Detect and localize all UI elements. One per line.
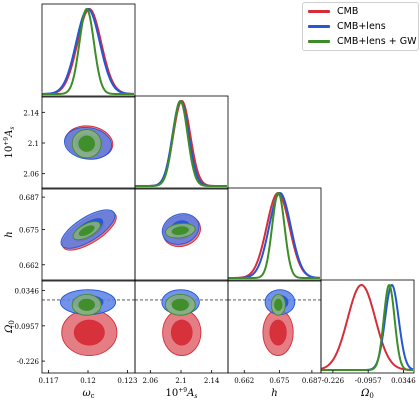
- axis-label-base: 10: [4, 146, 15, 159]
- x-tick-label: 2.1: [175, 377, 186, 385]
- contour-68-cmb: [73, 319, 105, 346]
- axis-label-1: 10+9As: [166, 387, 198, 400]
- panel-1-1: [134, 95, 229, 190]
- axis-label-suffix: A: [186, 388, 194, 399]
- axis-label-base: ω: [82, 388, 90, 399]
- legend-swatch-cmb-lens-gw: [308, 39, 330, 43]
- axis-label-sub: 0: [369, 392, 373, 400]
- legend-swatch-cmb: [308, 9, 330, 13]
- contour-68-cmb-lens-gw: [274, 298, 283, 311]
- panel-frame: [134, 95, 229, 190]
- panel-1-0: 2.06 2.1 2.14: [23, 95, 136, 190]
- posterior-curve-cmb: [42, 8, 135, 95]
- panel-frame: [227, 187, 322, 282]
- contour-group: [161, 213, 201, 248]
- legend-item-cmb-lens: CMB+lens: [303, 19, 418, 33]
- contour-68-cmb: [269, 319, 287, 346]
- axis-label-sub: c: [91, 392, 95, 400]
- legend-item-cmb: CMB: [303, 4, 418, 18]
- panel-3-2: 0.662 0.675 0.687: [227, 279, 322, 385]
- x-tick-label: 2.14: [204, 377, 220, 385]
- x-tick-label: 0.0346: [391, 377, 416, 385]
- x-tick-label: 0.675: [269, 377, 289, 385]
- axis-label-sup: +9: [3, 137, 10, 146]
- axis-label-base: h: [4, 231, 15, 237]
- panel-frame: [320, 279, 415, 374]
- axis-label-3: Ω0: [360, 388, 374, 400]
- x-tick-label: -0.226: [322, 377, 345, 385]
- axis-label-base: 10: [166, 388, 179, 399]
- y-tick-label: -0.0957: [12, 323, 39, 331]
- posterior-curve-cmb-lens: [135, 99, 227, 187]
- y-tick-label: 2.14: [23, 109, 39, 117]
- y-tick-label: 0.0346: [15, 288, 40, 296]
- axis-label-2: h: [4, 231, 15, 237]
- panel-frame: [41, 3, 136, 98]
- contour-68-cmb-lens-gw: [78, 135, 95, 152]
- axis-label-sub: 0: [8, 320, 16, 324]
- axis-label-base: h: [271, 388, 277, 399]
- y-tick-label: 0.662: [19, 262, 39, 270]
- contour-68-cmb-lens-gw: [78, 298, 95, 311]
- legend-swatch-cmb-lens: [308, 24, 330, 28]
- legend-label-cmb: CMB: [337, 5, 359, 17]
- x-tick-label: 2.06: [143, 377, 159, 385]
- y-tick-label: 0.687: [19, 194, 39, 202]
- posterior-curve-cmb: [320, 283, 414, 371]
- axis-label-3: Ω0: [4, 320, 16, 334]
- axis-label-suffix: A: [4, 130, 15, 138]
- posterior-curve-cmb-lens-gw: [228, 192, 320, 279]
- y-tick-label: 2.06: [23, 171, 39, 179]
- contour-68-cmb-lens-gw: [171, 226, 189, 235]
- panel-2-0: 0.662 0.675 0.687: [19, 187, 136, 282]
- x-tick-label: 0.123: [117, 377, 137, 385]
- legend-item-cmb-lens-gw: CMB+lens + GW: [303, 34, 418, 48]
- contour-68-cmb: [170, 319, 193, 346]
- axis-label-sub: s: [194, 393, 197, 400]
- panel-3-0: -0.226 -0.0957 0.0346 0.117 0.12 0.123: [12, 279, 137, 385]
- panel-2-1: [134, 187, 229, 282]
- x-tick-label: 0.687: [302, 377, 322, 385]
- panel-2-2: [227, 187, 322, 282]
- y-tick-label: -0.226: [17, 358, 40, 366]
- y-tick-label: 0.675: [19, 227, 39, 235]
- axis-label-1: 10+9As: [3, 127, 16, 159]
- y-tick-label: 2.1: [28, 140, 39, 148]
- contour-group: [64, 125, 114, 160]
- contour-68-cmb-lens-gw: [171, 298, 189, 311]
- posterior-curve-cmb-lens-gw: [42, 8, 134, 95]
- posterior-curve-cmb: [135, 100, 227, 187]
- contour-group: [228, 289, 321, 356]
- x-tick-label: 0.662: [234, 377, 254, 385]
- panel-3-3: -0.226 -0.0957 0.0346: [320, 279, 416, 385]
- axis-label-2: h: [271, 388, 277, 399]
- legend-label-cmb-lens-gw: CMB+lens + GW: [337, 35, 417, 47]
- x-tick-label: -0.0957: [355, 377, 382, 385]
- axis-label-base: Ω: [360, 388, 369, 399]
- panel-0-0: [41, 3, 136, 98]
- posterior-curve-cmb-lens: [41, 7, 135, 95]
- x-tick-label: 0.117: [39, 377, 59, 385]
- panel-3-1: 2.06 2.1 2.14: [134, 279, 229, 385]
- legend-label-cmb-lens: CMB+lens: [337, 20, 386, 32]
- contour-group: [60, 209, 117, 251]
- contour-group: [42, 289, 135, 356]
- posterior-curve-cmb-lens-gw: [321, 283, 413, 371]
- axis-label-0: ωc: [82, 388, 94, 400]
- contour-68-cmb-lens-gw: [78, 225, 95, 236]
- axis-label-sup: +9: [178, 387, 187, 394]
- legend: CMB CMB+lens CMB+lens + GW: [302, 2, 419, 51]
- contour-group: [135, 289, 228, 356]
- posterior-curve-cmb-lens-gw: [135, 99, 227, 187]
- x-tick-label: 0.12: [80, 377, 96, 385]
- axis-label-sub: s: [9, 127, 16, 130]
- axis-label-base: Ω: [4, 325, 15, 334]
